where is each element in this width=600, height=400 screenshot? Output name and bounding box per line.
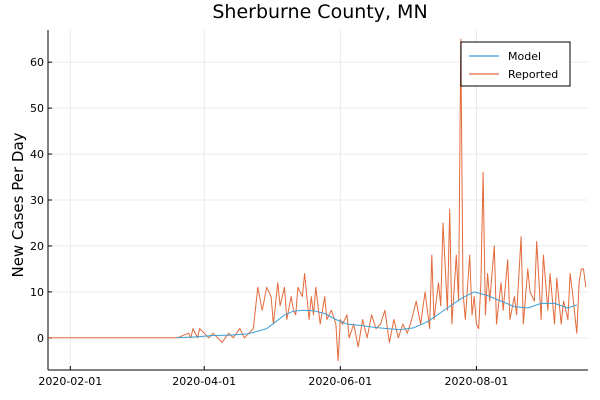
series xyxy=(48,38,587,362)
y-tick-label: 40 xyxy=(30,148,44,161)
y-tick-label: 60 xyxy=(30,56,44,69)
y-tick-label: 10 xyxy=(30,286,44,299)
legend: Model Reported xyxy=(460,41,571,87)
legend-box xyxy=(460,41,571,87)
y-tick-label: 20 xyxy=(30,240,44,253)
x-tick-label: 2020-02-01 xyxy=(38,375,102,388)
y-tick-label: 30 xyxy=(30,194,44,207)
x-tick-label: 2020-04-01 xyxy=(172,375,236,388)
y-tick-label: 0 xyxy=(37,332,44,345)
series-line-model xyxy=(177,291,577,339)
y-axis-label: New Cases Per Day xyxy=(9,132,27,277)
axes: 0 10 20 30 40 50 60 2020-02-01 2020-04-01 2020-06… xyxy=(30,30,588,388)
chart-title: Sherburne County, MN xyxy=(212,1,427,23)
legend-label-reported: Reported xyxy=(508,68,558,81)
y-tick-label: 50 xyxy=(30,102,44,115)
x-tick-label: 2020-08-01 xyxy=(444,375,508,388)
legend-label-model: Model xyxy=(508,50,541,63)
x-tick-label: 2020-06-01 xyxy=(308,375,372,388)
